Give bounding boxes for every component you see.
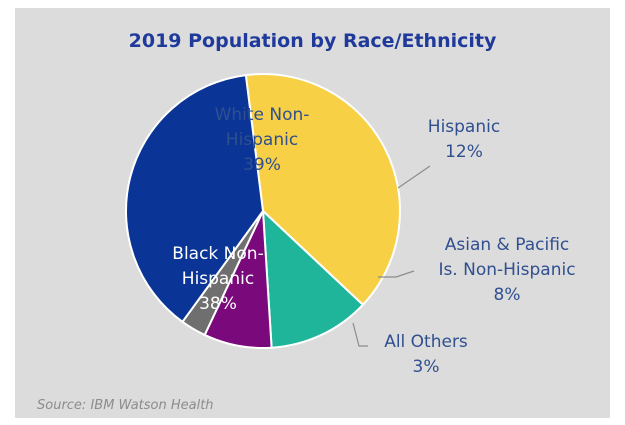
pie-slice	[261, 208, 365, 349]
leader-line	[397, 165, 431, 189]
chart-title: 2019 Population by Race/Ethnicity	[128, 30, 497, 52]
slice-label: Asian & Pacific Is. Non-Hispanic 8%	[438, 235, 575, 305]
slice-label: Black Non-Hispanic 38%	[172, 244, 263, 314]
pie-slice	[125, 73, 265, 324]
slice-label: White Non-Hispanic 39%	[215, 105, 310, 175]
slice-label: Hispanic 12%	[428, 117, 500, 162]
pie-slice	[244, 73, 401, 307]
slice-label: All Others 3%	[384, 332, 468, 377]
leader-line	[352, 322, 368, 347]
leader-line	[378, 270, 415, 278]
source-note: Source: IBM Watson Health	[37, 398, 214, 413]
